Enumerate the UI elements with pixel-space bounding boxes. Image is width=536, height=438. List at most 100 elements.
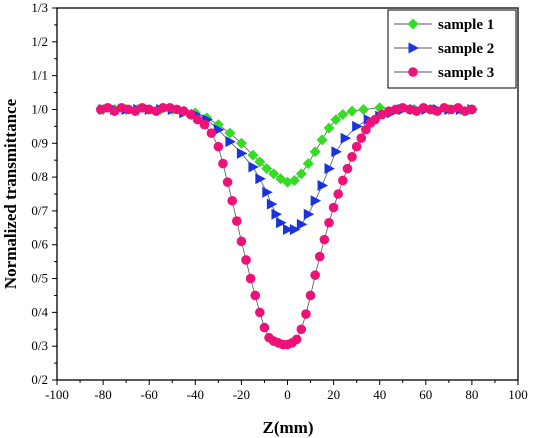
data-point [259, 322, 270, 333]
series-layer [95, 102, 478, 350]
data-point [236, 147, 248, 159]
x-tick-label: 40 [373, 387, 386, 402]
data-point [310, 270, 320, 280]
data-point [331, 146, 342, 158]
y-tick-label: 0/7 [31, 203, 48, 218]
data-point [303, 208, 315, 220]
data-point [206, 128, 217, 138]
data-point [227, 195, 237, 206]
data-point [302, 158, 314, 170]
data-point [199, 119, 210, 130]
legend-label: sample 3 [438, 65, 494, 81]
data-point [467, 104, 477, 115]
x-tick-label: -80 [94, 387, 111, 402]
data-point [352, 120, 363, 132]
y-tick-label: 1/1 [31, 68, 48, 83]
y-tick-label: 0/4 [31, 304, 48, 319]
y-tick-label: 1/2 [31, 34, 48, 49]
data-point [247, 149, 259, 161]
data-point [309, 146, 321, 158]
data-point [276, 217, 287, 229]
data-point [255, 307, 265, 318]
y-tick-label: 1/3 [31, 0, 48, 15]
data-point [317, 180, 329, 192]
data-point [291, 334, 302, 345]
x-tick-label: 20 [327, 387, 340, 402]
x-tick-label: -60 [141, 387, 158, 402]
data-point [338, 175, 348, 186]
data-point [250, 290, 261, 301]
y-tick-label: 1/0 [31, 101, 48, 116]
data-point [305, 290, 316, 301]
legend: sample 1 sample 2 sample 3 [387, 9, 517, 89]
data-point [192, 114, 203, 125]
legend-items: sample 1 sample 2 sample 3 [394, 17, 494, 81]
data-point [262, 186, 273, 198]
data-point [261, 163, 273, 175]
x-tick-label: -100 [45, 387, 69, 402]
data-point [340, 132, 352, 144]
y-axis-ticks: 0/2 0/3 0/4 0/5 0/6 0/7 0/8 0/9 1/0 1/1 1/2 1/3 [31, 0, 57, 387]
y-axis-title: Normalized transmittance [1, 98, 20, 289]
data-point [324, 217, 334, 228]
data-point [370, 114, 380, 125]
data-point [328, 202, 339, 213]
data-point [358, 103, 370, 115]
y-tick-label: 0/2 [31, 372, 48, 387]
legend-marker [407, 18, 419, 30]
data-point [245, 273, 256, 284]
data-point [283, 224, 294, 236]
data-point [324, 163, 335, 175]
legend-label: sample 2 [438, 41, 494, 57]
x-tick-label: 0 [284, 387, 291, 402]
data-point [351, 141, 362, 152]
x-tick-label: -40 [187, 387, 204, 402]
data-point [231, 216, 242, 226]
data-point [248, 161, 259, 173]
data-point [236, 236, 247, 247]
data-point [185, 109, 196, 120]
data-point [218, 158, 228, 169]
x-tick-label: 100 [508, 387, 528, 402]
data-point [288, 174, 300, 186]
data-point [296, 218, 308, 230]
series-3 [95, 102, 477, 350]
data-point [222, 177, 233, 187]
data-point [266, 198, 278, 210]
data-point [271, 208, 282, 220]
y-tick-label: 0/8 [31, 169, 48, 184]
data-point [235, 137, 247, 149]
legend-item: sample 3 [394, 65, 494, 81]
data-point [333, 189, 344, 199]
data-point [295, 168, 307, 180]
data-point [268, 168, 280, 180]
data-point [330, 114, 342, 126]
data-point [241, 255, 251, 265]
data-point [225, 136, 236, 148]
data-point [301, 309, 311, 319]
data-point [289, 224, 301, 236]
legend-marker [408, 42, 419, 54]
legend-marker [408, 67, 418, 77]
data-point [319, 234, 330, 245]
x-axis-title: Z(mm) [263, 418, 314, 437]
data-point [296, 324, 307, 335]
data-point [347, 152, 357, 162]
data-point [342, 163, 353, 174]
legend-item: sample 1 [394, 17, 494, 33]
y-tick-label: 0/6 [31, 237, 48, 252]
x-axis-ticks: -100 -80 -60 -40 -20 0 20 40 60 80 100 [45, 380, 528, 402]
data-point [346, 105, 358, 117]
y-tick-label: 0/3 [31, 338, 48, 353]
data-point [158, 102, 168, 113]
data-point [254, 156, 266, 168]
data-point [213, 124, 225, 136]
data-point [323, 122, 335, 134]
legend-label: sample 1 [438, 17, 494, 33]
x-tick-label: 60 [419, 387, 432, 402]
data-point [314, 251, 325, 262]
data-point [213, 141, 224, 152]
data-point [255, 173, 266, 185]
y-tick-label: 0/5 [31, 271, 48, 286]
legend-item: sample 2 [394, 41, 494, 57]
